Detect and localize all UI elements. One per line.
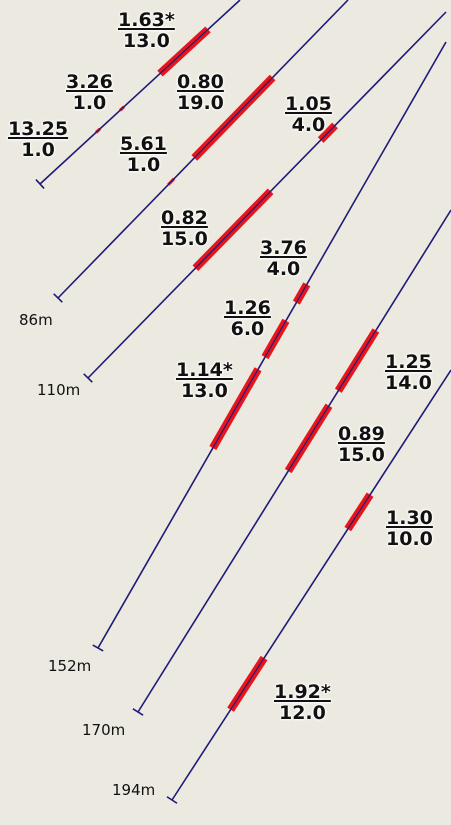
interval-label: 1.05 4.0 [285, 93, 332, 136]
interval-centerline [295, 284, 308, 303]
interval-label: 1.30 10.0 [386, 507, 433, 550]
interval-centerline [119, 106, 125, 111]
hole-end-tick [166, 796, 178, 804]
interval-label: 0.89 15.0 [338, 423, 385, 466]
interval-label: 0.80 19.0 [177, 71, 224, 114]
interval-label: 1.25 14.0 [385, 351, 432, 394]
interval-centerline [337, 330, 377, 392]
hole-depth-label: 110m [37, 381, 81, 399]
interval-centerline [159, 28, 209, 75]
hole-end-tick [132, 708, 144, 716]
hole-end-tick [35, 179, 45, 189]
interval-centerline [320, 125, 336, 141]
interval-label: 5.61 1.0 [120, 133, 167, 176]
interval-centerline [347, 494, 371, 530]
interval-label: 1.92* 12.0 [274, 681, 331, 724]
interval-label: 1.26 6.0 [224, 297, 271, 340]
interval-label: 3.26 1.0 [66, 71, 113, 114]
interval-label: 1.63* 13.0 [118, 9, 175, 52]
interval-centerline [212, 368, 259, 449]
hole-end-tick [83, 373, 93, 383]
hole-depth-label: 194m [112, 781, 156, 799]
drill-hole-trace [171, 369, 451, 801]
interval-label: 0.82 15.0 [161, 207, 208, 250]
interval-label: 13.25 1.0 [8, 118, 69, 161]
interval-label: 1.14* 13.0 [176, 359, 233, 402]
interval-centerline [230, 657, 265, 711]
interval-centerline [95, 128, 101, 133]
interval-label: 3.76 4.0 [260, 237, 307, 280]
interval-centerline [264, 320, 287, 358]
interval-centerline [193, 77, 274, 159]
interval-centerline [194, 190, 272, 269]
hole-depth-label: 86m [19, 311, 53, 329]
hole-end-tick [53, 293, 63, 303]
interval-centerline [287, 405, 330, 472]
hole-depth-label: 170m [82, 721, 126, 739]
hole-depth-label: 152m [48, 657, 92, 675]
hole-end-tick [92, 644, 104, 652]
mineral-intervals [94, 26, 380, 712]
interval-centerline [167, 178, 175, 186]
